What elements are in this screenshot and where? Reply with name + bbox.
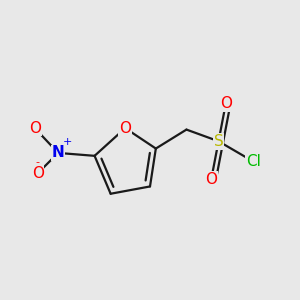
Text: O: O [29, 121, 41, 136]
Text: O: O [119, 121, 131, 136]
Text: -: - [36, 157, 40, 167]
Text: O: O [220, 96, 232, 111]
Text: N: N [52, 146, 64, 160]
Text: S: S [214, 134, 224, 149]
Text: +: + [63, 137, 72, 147]
Text: O: O [205, 172, 217, 187]
Text: O: O [32, 166, 44, 181]
Text: Cl: Cl [246, 154, 261, 169]
